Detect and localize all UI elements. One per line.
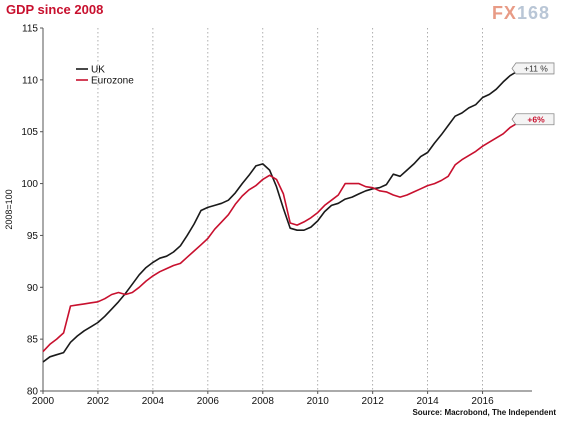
watermark-logo: FX168: [492, 3, 550, 24]
x-tick-label-2004: 2004: [142, 396, 165, 407]
callout-label-eurozone: +6%: [527, 114, 545, 124]
x-tick-label-2014: 2014: [416, 396, 439, 407]
series-line-uk: [42, 67, 525, 363]
y-tick-label-95: 95: [27, 231, 39, 242]
logo-suffix: 168: [516, 3, 550, 23]
y-tick-label-100: 100: [21, 179, 38, 190]
y-tick-label-85: 85: [27, 335, 39, 346]
y-tick-label-110: 110: [22, 75, 38, 86]
logo-prefix: FX: [491, 3, 517, 23]
y-axis-tick-labels: 80 85 90 95 100 105 110 115: [21, 24, 38, 398]
chart-title: GDP since 2008: [6, 2, 104, 17]
x-axis-tick-labels: 2000 2002 2004 2006 2008 2010 2012 2014 2016: [32, 396, 494, 407]
x-tick-label-2016: 2016: [471, 396, 494, 407]
series-callouts: +11 % +6%: [511, 62, 555, 126]
y-tick-label-105: 105: [21, 127, 38, 138]
y-tick-label-80: 80: [27, 387, 39, 398]
source-note: Source: Macrobond, The Independent: [412, 408, 556, 417]
series-lines: [42, 67, 525, 363]
x-tick-label-2002: 2002: [87, 396, 110, 407]
legend-label-eurozone: Eurozone: [91, 76, 134, 87]
x-tick-label-2000: 2000: [32, 396, 55, 407]
callout-label-uk: +11 %: [524, 63, 548, 73]
x-tick-label-2012: 2012: [362, 396, 385, 407]
x-tick-label-2010: 2010: [307, 396, 330, 407]
callout-box-eurozone: [511, 113, 555, 126]
y-tick-label-90: 90: [27, 283, 39, 294]
x-tick-label-2006: 2006: [197, 396, 220, 407]
legend-label-uk: UK: [91, 65, 105, 76]
x-tick-label-2008: 2008: [252, 396, 275, 407]
axes: [40, 27, 532, 394]
y-axis-title: 2008=100: [4, 189, 14, 229]
callout-box-uk: [511, 62, 555, 75]
series-line-eurozone: [42, 118, 525, 353]
y-tick-label-115: 115: [22, 24, 38, 35]
